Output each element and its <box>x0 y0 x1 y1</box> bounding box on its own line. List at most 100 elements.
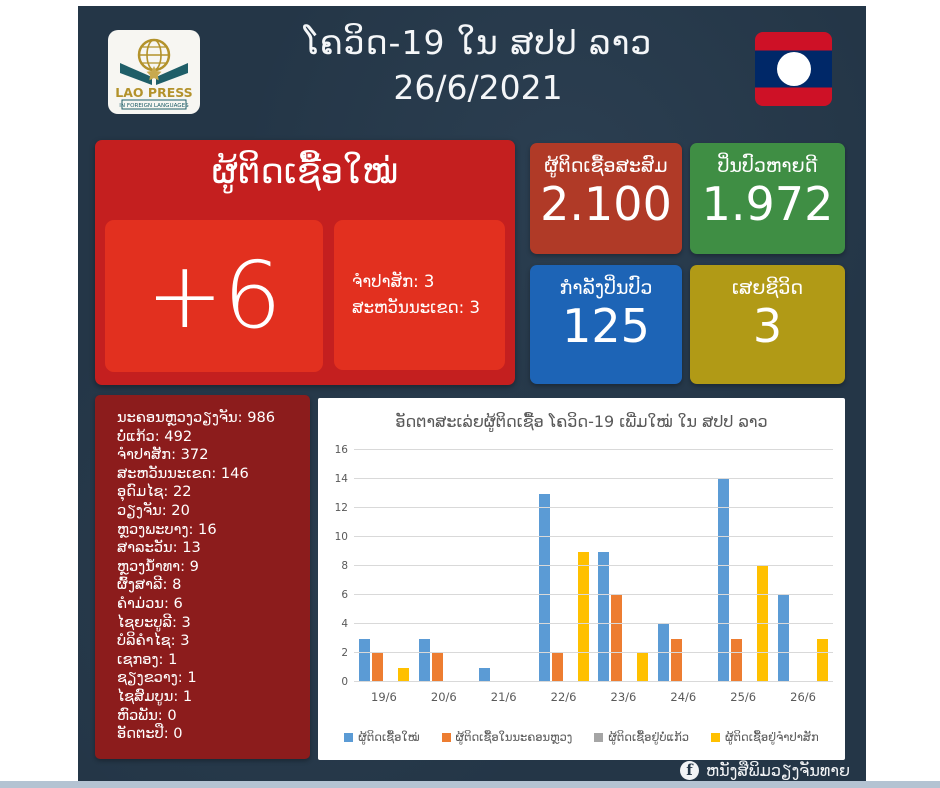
chart-bar-group <box>414 450 474 682</box>
infographic-background: LAO PRESS IN FOREIGN LANGUAGES ໂຄວິດ-19 … <box>78 6 866 782</box>
chart-bar-group <box>534 450 594 682</box>
chart-bar <box>577 551 589 682</box>
chart-legend-item: ຜູ້ຕິດເຊື້ອຢູ່ຈຳປາສັກ <box>711 730 819 744</box>
facebook-icon: f <box>680 760 700 780</box>
laos-flag-icon <box>755 32 832 106</box>
chart-bar <box>778 595 790 682</box>
province-list-item: ເຊກອງ: 1 <box>117 650 178 668</box>
chart-bar-group <box>653 450 713 682</box>
chart-y-tick-label: 10 <box>334 531 348 543</box>
chart-gridline <box>354 478 833 479</box>
chart-x-axis-labels: 19/6 20/6 21/6 22/6 23/6 24/6 25/6 26/6 <box>354 690 833 704</box>
chart-legend-item: ຜູ້ຕິດເຊື້ອໃໝ່ <box>344 730 420 744</box>
province-list-item: ຜົ້ງສາລີ: 8 <box>117 576 182 594</box>
chart-bar <box>658 624 670 682</box>
province-list-item: ຈຳປາສັກ: 372 <box>117 446 209 464</box>
chart-gridline <box>354 449 833 450</box>
chart-x-tick-label: 23/6 <box>610 690 637 704</box>
province-list-item: ອັດຕະປື: 0 <box>117 725 183 743</box>
chart-bar-group <box>773 450 833 682</box>
chart-bar-groups <box>354 450 833 682</box>
chart-panel: ອັດຕາສະເລ່ຍຜູ້ຕິດເຊື້ອ ໂຄວິດ-19 ເພີ່ມໃໝ່… <box>318 398 845 760</box>
new-cases-count: +6 <box>146 242 282 349</box>
chart-bar <box>817 638 829 682</box>
chart-x-tick-label: 22/6 <box>550 690 577 704</box>
chart-bar <box>397 667 409 682</box>
province-list-item: ຫຼວງນ້ຳທາ: 9 <box>117 557 199 575</box>
legend-swatch-icon <box>594 732 604 742</box>
chart-bar <box>371 653 383 682</box>
chart-gridline <box>354 652 833 653</box>
province-list-item: ໄຊສົມບູນ: 1 <box>117 687 193 705</box>
new-cases-breakdown-box: ຈຳປາສັກ: 3 ສະຫວັນນະເຂດ: 3 <box>334 220 505 370</box>
chart-legend-item: ຜູ້ຕິດເຊື້ອຢູ່ບໍ່ແກ້ວ <box>594 730 689 744</box>
chart-x-tick-label: 20/6 <box>430 690 457 704</box>
province-list-item: ຫົວພັນ: 0 <box>117 706 177 724</box>
deaths-label: ເສຍຊີວິດ <box>731 277 804 299</box>
recovered-value: 1.972 <box>701 177 834 231</box>
chart-bar <box>418 638 430 682</box>
chart-x-tick-label: 21/6 <box>490 690 517 704</box>
chart-x-tick-label: 26/6 <box>790 690 816 704</box>
footer-text: ຫນັງສືພິມວຽງຈັນທາຍ <box>706 760 850 780</box>
chart-legend: ຜູ້ຕິດເຊື້ອໃໝ່ ຜູ້ຕິດເຊື້ອໃນນະຄອນຫຼວງ ຜູ້ຕ… <box>318 730 845 744</box>
legend-swatch-icon <box>711 732 721 742</box>
bottom-edge-strip <box>0 781 940 788</box>
chart-y-tick-label: 2 <box>341 647 348 659</box>
chart-bar <box>551 653 563 682</box>
page-title: ໂຄວິດ-19 ໃນ ສປປ ລາວ 26/6/2021 <box>218 20 738 110</box>
cumulative-cases-value: 2.100 <box>540 177 672 231</box>
chart-bar <box>431 653 443 682</box>
globe-book-icon: LAO PRESS IN FOREIGN LANGUAGES <box>115 38 193 110</box>
province-list-item: ໄຊຍະບູລີ: 3 <box>117 613 191 631</box>
flag-white-disc <box>776 52 811 86</box>
chart-bar <box>731 638 743 682</box>
under-treatment-card: ກຳລັງປິ່ນປົວ 125 <box>530 265 682 384</box>
under-treatment-value: 125 <box>562 299 650 353</box>
chart-bar-group <box>713 450 773 682</box>
legend-label: ຜູ້ຕິດເຊື້ອໃນນະຄອນຫຼວງ <box>455 730 573 744</box>
chart-y-tick-label: 8 <box>341 560 348 572</box>
chart-title: ອັດຕາສະເລ່ຍຜູ້ຕິດເຊື້ອ ໂຄວິດ-19 ເພີ່ມໃໝ່… <box>395 412 768 431</box>
province-list: ນະຄອນຫຼວງວຽງຈັນ: 986 ບໍ່ແກ້ວ: 492 ຈຳປາສັກ:… <box>95 395 310 744</box>
chart-gridline <box>354 565 833 566</box>
chart-gridline <box>354 536 833 537</box>
chart-bar <box>538 493 550 682</box>
chart-bar <box>637 653 649 682</box>
page-title-date: 26/6/2021 <box>393 68 563 107</box>
chart-x-tick-label: 25/6 <box>730 690 757 704</box>
chart-bar <box>478 667 490 682</box>
new-cases-title: ຜູ້ຕິດເຊື້ອໃໝ່ <box>211 152 399 192</box>
svg-text:IN FOREIGN LANGUAGES: IN FOREIGN LANGUAGES <box>119 103 189 109</box>
chart-gridline <box>354 594 833 595</box>
chart-x-tick-label: 24/6 <box>670 690 697 704</box>
chart-y-tick-label: 14 <box>334 473 348 485</box>
chart-y-tick-label: 16 <box>334 444 348 456</box>
chart-bar <box>358 638 370 682</box>
chart-gridline <box>354 681 833 682</box>
recovered-card: ປິ່ນປົວຫາຍດີ 1.972 <box>690 143 845 254</box>
svg-text:LAO PRESS: LAO PRESS <box>115 85 192 100</box>
province-list-item: ບໍລິຄຳໄຊ: 3 <box>117 632 190 650</box>
province-list-item: ສາລະວັນ: 13 <box>117 539 201 557</box>
new-cases-count-box: +6 <box>105 220 323 372</box>
chart-legend-item: ຜູ້ຕິດເຊື້ອໃນນະຄອນຫຼວງ <box>441 730 573 744</box>
province-list-item: ນະຄອນຫຼວງວຽງຈັນ: 986 <box>117 409 276 426</box>
legend-label: ຜູ້ຕິດເຊື້ອໃໝ່ <box>358 730 420 744</box>
legend-label: ຜູ້ຕິດເຊື້ອຢູ່ຈຳປາສັກ <box>725 730 819 744</box>
province-list-item: ສະຫວັນນະເຂດ: 146 <box>117 464 249 482</box>
chart-y-tick-label: 4 <box>341 618 348 630</box>
chart-bar-group <box>354 450 414 682</box>
legend-swatch-icon <box>441 732 451 742</box>
chart-y-tick-label: 6 <box>341 589 348 601</box>
new-cases-breakdown-line: ຈຳປາສັກ: 3 <box>352 272 435 291</box>
province-list-item: ບໍ່ແກ້ວ: 492 <box>117 427 193 445</box>
chart-bar-group <box>594 450 654 682</box>
legend-label: ຜູ້ຕິດເຊື້ອຢູ່ບໍ່ແກ້ວ <box>608 730 690 744</box>
chart-x-tick-label: 19/6 <box>371 690 397 704</box>
under-treatment-label: ກຳລັງປິ່ນປົວ <box>559 277 653 299</box>
chart-y-tick-label: 0 <box>341 676 348 688</box>
lao-press-logo: LAO PRESS IN FOREIGN LANGUAGES <box>108 30 200 114</box>
chart-bar <box>671 638 683 682</box>
deaths-card: ເສຍຊີວິດ 3 <box>690 265 845 384</box>
